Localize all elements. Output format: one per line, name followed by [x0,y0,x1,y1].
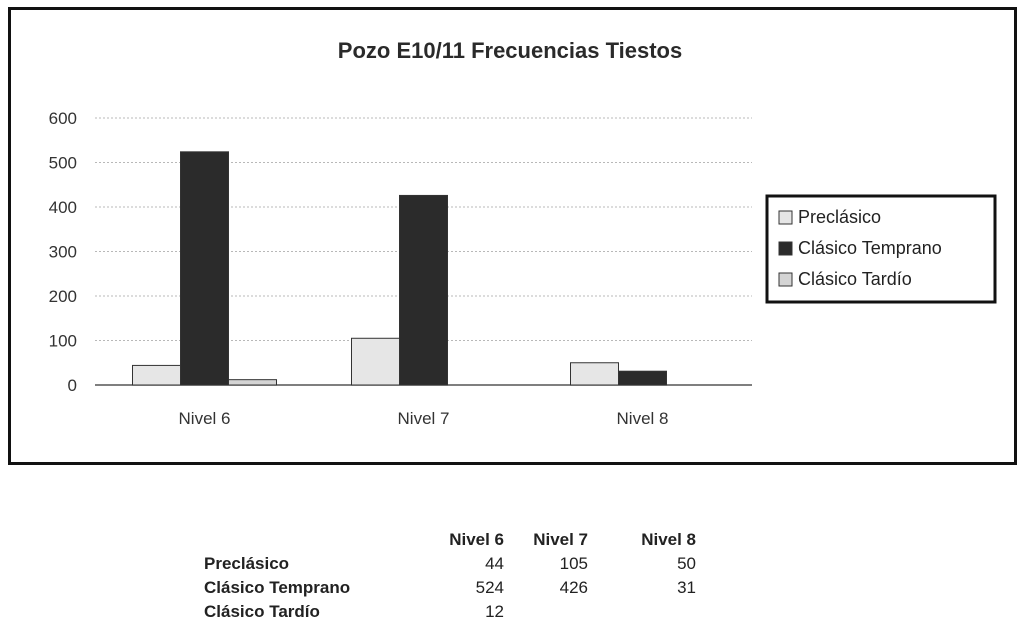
bar [618,370,667,386]
table-row: Preclásico 44 105 50 [198,552,702,576]
legend-swatch [778,272,793,287]
legend: Preclásico Clásico Temprano Clásico Tardío [765,194,997,304]
y-tick-label: 500 [49,154,77,173]
legend-label: Clásico Tardío [798,269,912,289]
x-category-label: Nivel 7 [398,409,450,428]
y-tick-label: 100 [49,332,77,351]
x-axis-categories: Nivel 6 Nivel 7 Nivel 8 [179,409,669,428]
table-cell: 31 [677,578,696,597]
table-corner [198,528,420,552]
legend-box [765,194,997,304]
table-cell: 105 [559,554,588,573]
bars [132,151,667,386]
chart-svg: Pozo E10/11 Frecuencias Tiestos 0 100 200 3… [49,38,997,428]
table-header: Nivel 6 [449,530,504,549]
chart-title: Pozo E10/11 Frecuencias Tiestos [338,38,682,63]
table-header: Nivel 7 [533,530,588,549]
bar [570,362,619,386]
legend-swatch [778,210,793,225]
y-tick-label: 300 [49,243,77,262]
y-tick-label: 200 [49,287,77,306]
legend-label: Clásico Temprano [798,238,942,258]
bar [180,151,229,386]
bar [132,364,181,386]
y-tick-label: 400 [49,198,77,217]
x-category-label: Nivel 6 [179,409,231,428]
table-row-label: Clásico Temprano [204,578,351,597]
table-header-row: Nivel 6 Nivel 7 Nivel 8 [198,528,702,552]
table-cell: 44 [485,554,504,573]
table-row: Clásico Tardío 12 [198,600,702,624]
x-category-label: Nivel 8 [617,409,669,428]
table-cell: 524 [475,578,504,597]
legend-swatch [778,241,793,256]
bar [228,379,277,386]
table-cell: 50 [677,554,696,573]
table-cell [594,600,702,624]
table-cell: 12 [485,602,504,621]
y-axis-ticks: 0 100 200 300 400 500 600 [49,109,77,395]
table-cell [510,600,594,624]
bar [399,194,448,386]
bar [351,337,400,386]
y-tick-label: 0 [68,376,77,395]
table-row: Clásico Temprano 524 426 31 [198,576,702,600]
table-row-label: Preclásico [204,554,290,573]
data-table: Nivel 6 Nivel 7 Nivel 8 Preclásico 44 10… [198,528,702,624]
table-cell: 426 [559,578,588,597]
legend-label: Preclásico [798,207,881,227]
table-row-label: Clásico Tardío [204,602,320,621]
table-header: Nivel 8 [641,530,696,549]
y-tick-label: 600 [49,109,77,128]
